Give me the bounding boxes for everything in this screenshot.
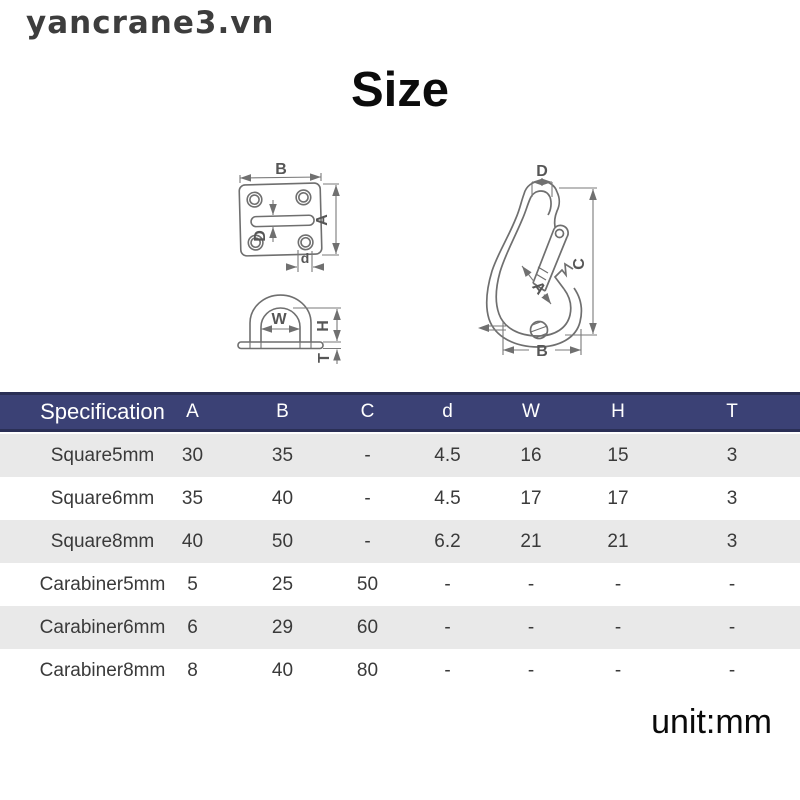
table-row: Square8mm 40 50 - 6.2 21 21 3: [0, 520, 800, 563]
value-cell: 80: [356, 659, 379, 681]
value-cell: 17: [607, 487, 629, 509]
value-cell: -: [364, 487, 371, 509]
column-header-d: d: [442, 401, 453, 422]
value-cell: 30: [181, 444, 204, 466]
dim-label-wire-diameter-A: A: [528, 279, 549, 299]
plate-dimension-lines: [239, 173, 340, 272]
value-cell: 35: [181, 487, 204, 509]
value-cell: 29: [271, 616, 294, 638]
spec-cell: Carabiner5mm: [39, 573, 166, 595]
value-cell: 5: [187, 573, 198, 595]
spec-cell: Square8mm: [50, 530, 155, 552]
dim-label-ring-height-H: H: [315, 320, 332, 332]
value-cell: 4.5: [434, 487, 461, 509]
column-header-C: C: [360, 401, 375, 422]
hook-notch: [553, 262, 574, 290]
column-header-H: H: [611, 401, 625, 422]
dim-label-carabiner-width-B: B: [536, 343, 548, 360]
value-cell: -: [444, 616, 451, 638]
specification-table: Specification A B C d W H T Square5mm 30…: [0, 392, 800, 692]
dim-label-slot-D: D: [252, 230, 269, 242]
hatch-lines: [530, 321, 548, 339]
value-cell: 50: [271, 530, 294, 552]
unit-label: unit:mm: [651, 703, 772, 741]
value-cell: -: [728, 616, 736, 638]
dim-label-plate-thickness-T: T: [316, 353, 333, 363]
value-cell: 3: [726, 530, 738, 552]
value-cell: -: [614, 659, 622, 681]
value-cell: 3: [726, 444, 738, 466]
dim-label-eye-width-D: D: [536, 163, 548, 180]
column-header-T: T: [726, 401, 738, 422]
value-cell: 3: [726, 487, 738, 509]
pad-eye-top-view-diagram: B A D d: [238, 161, 340, 272]
value-cell: 40: [271, 487, 294, 509]
wire-cross-section: [529, 320, 549, 340]
dim-label-plate-height-A: A: [314, 214, 331, 226]
value-cell: 8: [187, 659, 198, 681]
value-cell: -: [527, 659, 535, 681]
value-cell: 40: [181, 530, 204, 552]
plate-outline: [238, 182, 323, 257]
value-cell: -: [728, 573, 736, 595]
dim-label-ring-width-W: W: [271, 311, 287, 328]
table-row: Square6mm 35 40 - 4.5 17 17 3: [0, 477, 800, 520]
carabiner-diagram: D C B A: [478, 163, 597, 360]
value-cell: 21: [607, 530, 629, 552]
spec-cell: Carabiner6mm: [39, 616, 166, 638]
value-cell: 4.5: [434, 444, 461, 466]
value-cell: -: [527, 616, 535, 638]
table-header-row: Specification A B C d W H T: [0, 392, 800, 432]
ring-outline: [237, 294, 324, 350]
value-cell: 35: [271, 444, 294, 466]
dim-label-carabiner-length-C: C: [571, 258, 588, 270]
value-cell: 17: [520, 487, 542, 509]
value-cell: -: [527, 573, 535, 595]
value-cell: -: [364, 530, 371, 552]
value-cell: -: [614, 616, 622, 638]
value-cell: -: [614, 573, 622, 595]
column-header-W: W: [522, 401, 540, 422]
table-row: Carabiner6mm 6 29 60 - - - -: [0, 606, 800, 649]
carabiner-outline: [485, 180, 583, 348]
value-cell: 15: [607, 444, 629, 466]
table-row: Carabiner8mm 8 40 80 - - - -: [0, 649, 800, 692]
table-row: Square5mm 30 35 - 4.5 16 15 3: [0, 434, 800, 477]
spec-cell: Square5mm: [50, 444, 155, 466]
column-header-A: A: [186, 401, 199, 422]
table-row: Carabiner5mm 5 25 50 - - - -: [0, 563, 800, 606]
column-header-specification: Specification: [40, 399, 165, 424]
value-cell: -: [364, 444, 371, 466]
value-cell: -: [444, 659, 451, 681]
value-cell: -: [444, 573, 451, 595]
column-header-B: B: [276, 401, 289, 422]
value-cell: 50: [356, 573, 379, 595]
value-cell: -: [728, 659, 736, 681]
dim-label-plate-width-B: B: [275, 161, 287, 178]
value-cell: 6.2: [434, 530, 461, 552]
ring-dimension-lines: [261, 307, 341, 364]
value-cell: 21: [520, 530, 542, 552]
value-cell: 25: [271, 573, 294, 595]
page-title: Size: [350, 63, 450, 117]
value-cell: 16: [520, 444, 542, 466]
spec-cell: Square6mm: [50, 487, 155, 509]
pad-eye-side-view-diagram: W H T: [237, 294, 341, 364]
gate-hinge-marks: [535, 266, 549, 281]
leader-arrow: [478, 324, 489, 332]
carabiner-dimension-lines: [478, 178, 597, 355]
value-cell: 6: [187, 616, 198, 638]
dim-label-hole-d: d: [301, 250, 310, 266]
watermark: yancrane3.vn: [26, 5, 275, 41]
value-cell: 60: [356, 616, 379, 638]
value-cell: 40: [271, 659, 294, 681]
spec-cell: Carabiner8mm: [39, 659, 166, 681]
